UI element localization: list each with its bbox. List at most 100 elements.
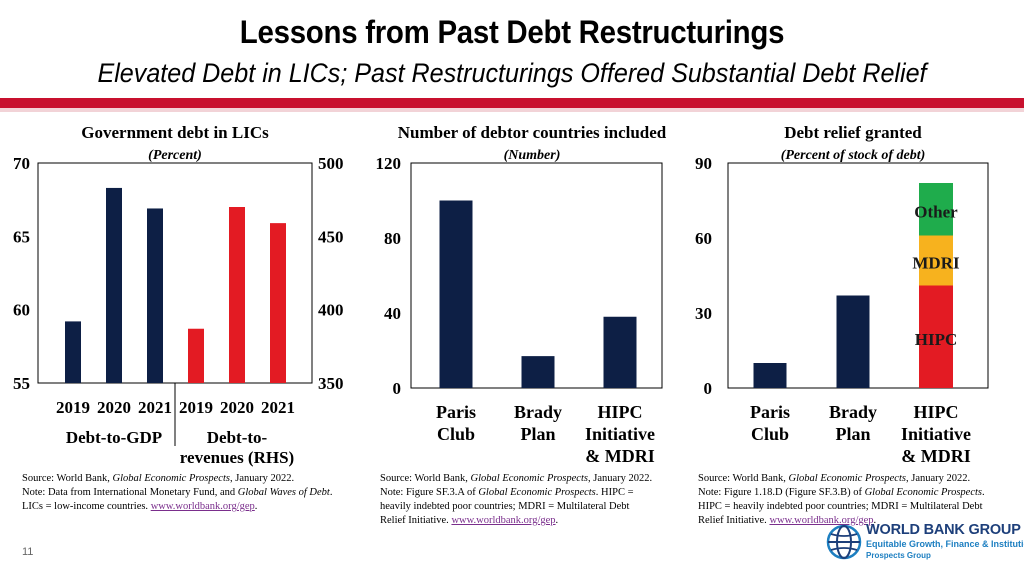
source-text: Note: Data from International Monetary F… [22, 487, 238, 498]
chart-title: Government debt in LICs [81, 123, 269, 142]
y-tick-label-right: 500 [318, 154, 344, 173]
source-link[interactable]: www.worldbank.org/gep [150, 501, 255, 512]
bar-left [147, 208, 163, 383]
y-tick-label-right: 350 [318, 374, 344, 393]
source-text: HIPC = heavily indebted poor countries; … [698, 501, 983, 512]
x-tick-label: Brady [514, 402, 562, 422]
source-line: Source: World Bank, Global Economic Pros… [698, 472, 985, 486]
y-tick-label-left: 55 [13, 374, 30, 393]
source-text: . [254, 501, 258, 512]
x-tick-label: 2019 [179, 398, 213, 417]
slide-title: Lessons from Past Debt Restructurings [239, 14, 785, 50]
x-tick-label: Plan [520, 424, 555, 444]
source-link[interactable]: www.worldbank.org/gep [451, 515, 556, 526]
stack-label: Other [914, 202, 958, 221]
stack-segment-hipc [919, 285, 953, 388]
chart-subtitle: (Number) [504, 148, 561, 163]
y-tick-label-right: 400 [318, 301, 344, 320]
source-note-debt-relief: Source: World Bank, Global Economic Pros… [698, 472, 985, 528]
source-text: Relief Initiative. [698, 515, 770, 526]
source-text: , January 2022. [229, 473, 295, 484]
world-bank-logo: WORLD BANK GROUP Equitable Growth, Finan… [826, 520, 1024, 566]
x-tick-label: Club [437, 424, 475, 444]
source-text: Global Economic Prospects [470, 473, 588, 484]
group-label: Debt-to-GDP [66, 428, 162, 447]
y-tick-label: 60 [695, 229, 712, 248]
x-tick-label: Paris [436, 402, 476, 422]
source-note-gov-debt: Source: World Bank, Global Economic Pros… [22, 472, 332, 514]
source-text: , January 2022. [587, 473, 653, 484]
x-tick-label: & MDRI [901, 446, 971, 466]
source-text: Note: Figure SF.3.A of [380, 487, 479, 498]
source-line: Relief Initiative. www.worldbank.org/gep… [380, 514, 652, 528]
page-number: 11 [22, 546, 34, 558]
y-tick-label-left: 70 [13, 154, 30, 173]
chart-title: Debt relief granted [784, 123, 922, 142]
source-note-debtor-countries: Source: World Bank, Global Economic Pros… [380, 472, 652, 528]
y-tick-label: 0 [393, 379, 402, 398]
x-tick-label: Paris [750, 402, 790, 422]
x-tick-label: Initiative [585, 424, 655, 444]
source-line: Note: Figure 1.18.D (Figure SF.3.B) of G… [698, 486, 985, 500]
x-tick-label: Plan [835, 424, 870, 444]
source-line: heavily indebted poor countries; MDRI = … [380, 500, 652, 514]
source-line: Note: Data from International Monetary F… [22, 486, 332, 500]
x-tick-label: HIPC [914, 402, 959, 422]
slide-subtitle: Elevated Debt in LICs; Past Restructurin… [97, 58, 927, 88]
source-text: . [982, 487, 985, 498]
y-tick-label: 0 [704, 379, 713, 398]
bar-right [270, 223, 286, 383]
stack-segment-other [919, 183, 953, 236]
source-text: Relief Initiative. [380, 515, 452, 526]
bar-right [229, 207, 245, 383]
source-text: Global Economic Prospects [788, 473, 906, 484]
y-tick-label: 30 [695, 304, 712, 323]
x-tick-label: 2021 [138, 398, 172, 417]
bar [753, 363, 787, 388]
source-text: Source: World Bank, [698, 473, 789, 484]
source-text: , January 2022. [905, 473, 971, 484]
source-text: Source: World Bank, [22, 473, 113, 484]
bar-right [188, 328, 204, 383]
y-tick-label: 80 [384, 229, 401, 248]
bar-left [106, 187, 122, 383]
y-tick-label-left: 65 [13, 227, 30, 246]
source-text: heavily indebted poor countries; MDRI = … [380, 501, 630, 512]
source-text: . [873, 515, 877, 526]
x-tick-label: & MDRI [585, 446, 655, 466]
source-text: . [555, 515, 559, 526]
bar-left [65, 321, 81, 383]
header-divider-shadow [0, 108, 1024, 112]
source-text: Global Economic Prospects [864, 487, 983, 498]
x-tick-label: Initiative [901, 424, 971, 444]
source-text: . HIPC = [595, 487, 634, 498]
source-text: Global Economic Prospects [478, 487, 596, 498]
source-link[interactable]: www.worldbank.org/gep [769, 515, 874, 526]
group-label: Debt-to-revenues (RHS) [180, 428, 294, 467]
bar [521, 356, 555, 388]
source-text: Note: Figure 1.18.D (Figure SF.3.B) of [698, 487, 865, 498]
chart-subtitle: (Percent of stock of debt) [781, 148, 926, 163]
bar [439, 200, 473, 388]
y-tick-label-right: 450 [318, 227, 344, 246]
x-tick-label: HIPC [598, 402, 643, 422]
y-tick-label: 40 [384, 304, 401, 323]
source-line: Relief Initiative. www.worldbank.org/gep… [698, 514, 985, 528]
x-tick-label: Club [751, 424, 789, 444]
header-divider [0, 98, 1024, 108]
y-tick-label-left: 60 [13, 301, 30, 320]
stack-segment-mdri [919, 235, 953, 286]
logo-tagline: Equitable Growth, Finance & Institutions [866, 539, 1024, 549]
source-text: Global Economic Prospects [112, 473, 230, 484]
x-tick-label: 2020 [220, 398, 254, 417]
y-tick-label: 120 [376, 154, 402, 173]
x-tick-label: 2019 [56, 398, 90, 417]
globe-icon [826, 524, 862, 560]
x-tick-label: 2020 [97, 398, 131, 417]
source-line: Source: World Bank, Global Economic Pros… [380, 472, 652, 486]
source-text: Source: World Bank, [380, 473, 471, 484]
bar [603, 316, 637, 388]
source-line: Note: Figure SF.3.A of Global Economic P… [380, 486, 652, 500]
source-line: LICs = low-income countries. www.worldba… [22, 500, 332, 514]
